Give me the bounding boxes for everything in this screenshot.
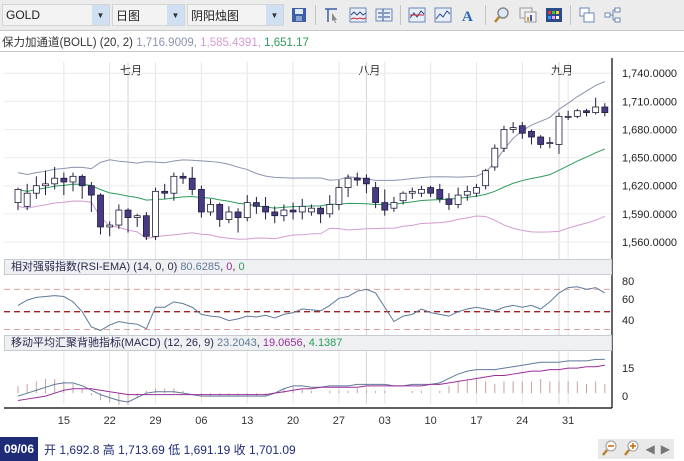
svg-text:1,740.0000: 1,740.0000 (622, 68, 677, 80)
chart-props-icon[interactable] (518, 5, 538, 25)
zoom-icon[interactable] (492, 5, 512, 25)
open-label: 开 (44, 442, 57, 457)
status-bar: 09/06 开 1,692.8 高 1,713.69 低 1,691.19 收 … (0, 437, 684, 461)
rsi-value: 80.6285 (180, 261, 221, 273)
rsi-value-3: 0 (238, 261, 245, 273)
svg-text:1,620.0000: 1,620.0000 (622, 181, 677, 193)
period-select[interactable]: 日图 ▼ (112, 4, 185, 26)
chevron-down-icon[interactable]: ▼ (167, 5, 184, 25)
chart-type-value: 阴阳烛图 (191, 8, 240, 23)
low-label: 低 (168, 442, 181, 457)
rsi-header: 相对强弱指数(RSI-EMA) (14, 0, 0) 80.6285, 0, 0 (4, 259, 612, 275)
svg-text:06: 06 (195, 415, 207, 427)
separator (570, 5, 571, 25)
chevron-down-icon[interactable]: ▼ (266, 5, 283, 25)
svg-text:15: 15 (622, 363, 634, 375)
svg-text:13: 13 (241, 415, 253, 427)
svg-text:1,710.0000: 1,710.0000 (622, 96, 677, 108)
svg-text:七月: 七月 (120, 64, 142, 77)
separator (485, 5, 486, 25)
chevron-down-icon[interactable]: ▼ (92, 5, 109, 25)
boll-label: 保力加通道(BOLL) (20, 2) (2, 37, 133, 49)
high-label: 高 (102, 442, 115, 457)
svg-text:1,560.0000: 1,560.0000 (622, 237, 677, 249)
svg-text:80: 80 (622, 276, 634, 288)
ohlc-readout: 开 1,692.8 高 1,713.69 低 1,691.19 收 1,701.… (44, 441, 296, 458)
rsi-value-2: 0 (226, 261, 233, 273)
boll-indicator-header: 保力加通道(BOLL) (20, 2) 1,716.9009, 1,585.43… (0, 35, 684, 52)
scroll-right-icon[interactable]: ▶ (660, 442, 670, 456)
svg-text:24: 24 (516, 415, 528, 427)
boll-lower-value: 1,585.4391 (200, 37, 258, 49)
svg-text:八月: 八月 (358, 65, 380, 77)
svg-text:1,590.0000: 1,590.0000 (622, 209, 677, 221)
svg-text:九月: 九月 (551, 64, 573, 77)
rsi-label: 相对强弱指数(RSI-EMA) (14, 0, 0) (11, 261, 178, 273)
svg-text:22: 22 (104, 415, 116, 427)
close-value: 1,701.09 (248, 442, 296, 457)
color-grid-icon[interactable] (544, 5, 564, 25)
tree-icon[interactable] (603, 5, 623, 25)
layout-icon[interactable] (374, 5, 394, 25)
boll-upper-value: 1,716.9009 (136, 37, 194, 49)
date-badge: 09/06 (0, 437, 39, 461)
windows-icon[interactable] (577, 5, 597, 25)
separator (400, 5, 401, 25)
low-value: 1,691.19 (183, 442, 231, 457)
svg-text:15: 15 (58, 415, 70, 427)
symbol-value: GOLD (6, 8, 41, 22)
svg-text:40: 40 (622, 315, 634, 327)
svg-text:29: 29 (149, 415, 161, 427)
boll-mid-value: 1,651.17 (264, 37, 309, 49)
chart-nav: ◀ ▶ (597, 439, 674, 459)
chart-type-select[interactable]: 阴阳烛图 ▼ (187, 4, 284, 26)
line-chart-icon[interactable] (407, 5, 427, 25)
close-label: 收 (233, 442, 246, 457)
svg-text:17: 17 (470, 415, 482, 427)
svg-text:60: 60 (622, 294, 634, 306)
svg-text:31: 31 (562, 415, 574, 427)
macd-label: 移动平均汇聚背驰指标(MACD) (12, 26, 9) (11, 337, 214, 349)
symbol-select[interactable]: GOLD ▼ (2, 4, 110, 26)
save-icon[interactable] (289, 5, 309, 25)
svg-text:A: A (462, 9, 473, 23)
price-chart[interactable]: 15 22 29 06 13 20 27 03 10 17 24 31 七月 八月 九月 1,740.0000… (0, 56, 684, 434)
toolbar: GOLD ▼ 日图 ▼ 阴阳烛图 ▼ A (0, 0, 684, 31)
zoom-out-icon[interactable] (601, 440, 618, 459)
svg-text:03: 03 (379, 415, 391, 427)
svg-text:1,650.0000: 1,650.0000 (622, 153, 677, 165)
svg-text:10: 10 (424, 415, 436, 427)
scroll-left-icon[interactable]: ◀ (645, 442, 655, 456)
area-chart-icon[interactable] (433, 5, 453, 25)
svg-text:20: 20 (287, 415, 299, 427)
text-icon[interactable]: A (459, 5, 479, 25)
cursor-icon[interactable] (322, 5, 342, 25)
period-value: 日图 (116, 8, 141, 23)
macd-signal-value: 19.0656 (262, 337, 303, 349)
open-value: 1,692.8 (59, 442, 100, 457)
macd-header: 移动平均汇聚背驰指标(MACD) (12, 26, 9) 23.2043, 19… (4, 335, 612, 351)
zoom-in-icon[interactable] (623, 440, 640, 459)
macd-value: 23.2043 (216, 337, 257, 349)
high-value: 1,713.69 (118, 442, 165, 457)
svg-text:27: 27 (333, 415, 345, 427)
svg-text:0: 0 (622, 391, 628, 403)
macd-hist-value: 4.1387 (308, 337, 343, 349)
svg-text:1,680.0000: 1,680.0000 (622, 124, 677, 136)
separator (315, 5, 316, 25)
indicator-icon[interactable] (348, 5, 368, 25)
